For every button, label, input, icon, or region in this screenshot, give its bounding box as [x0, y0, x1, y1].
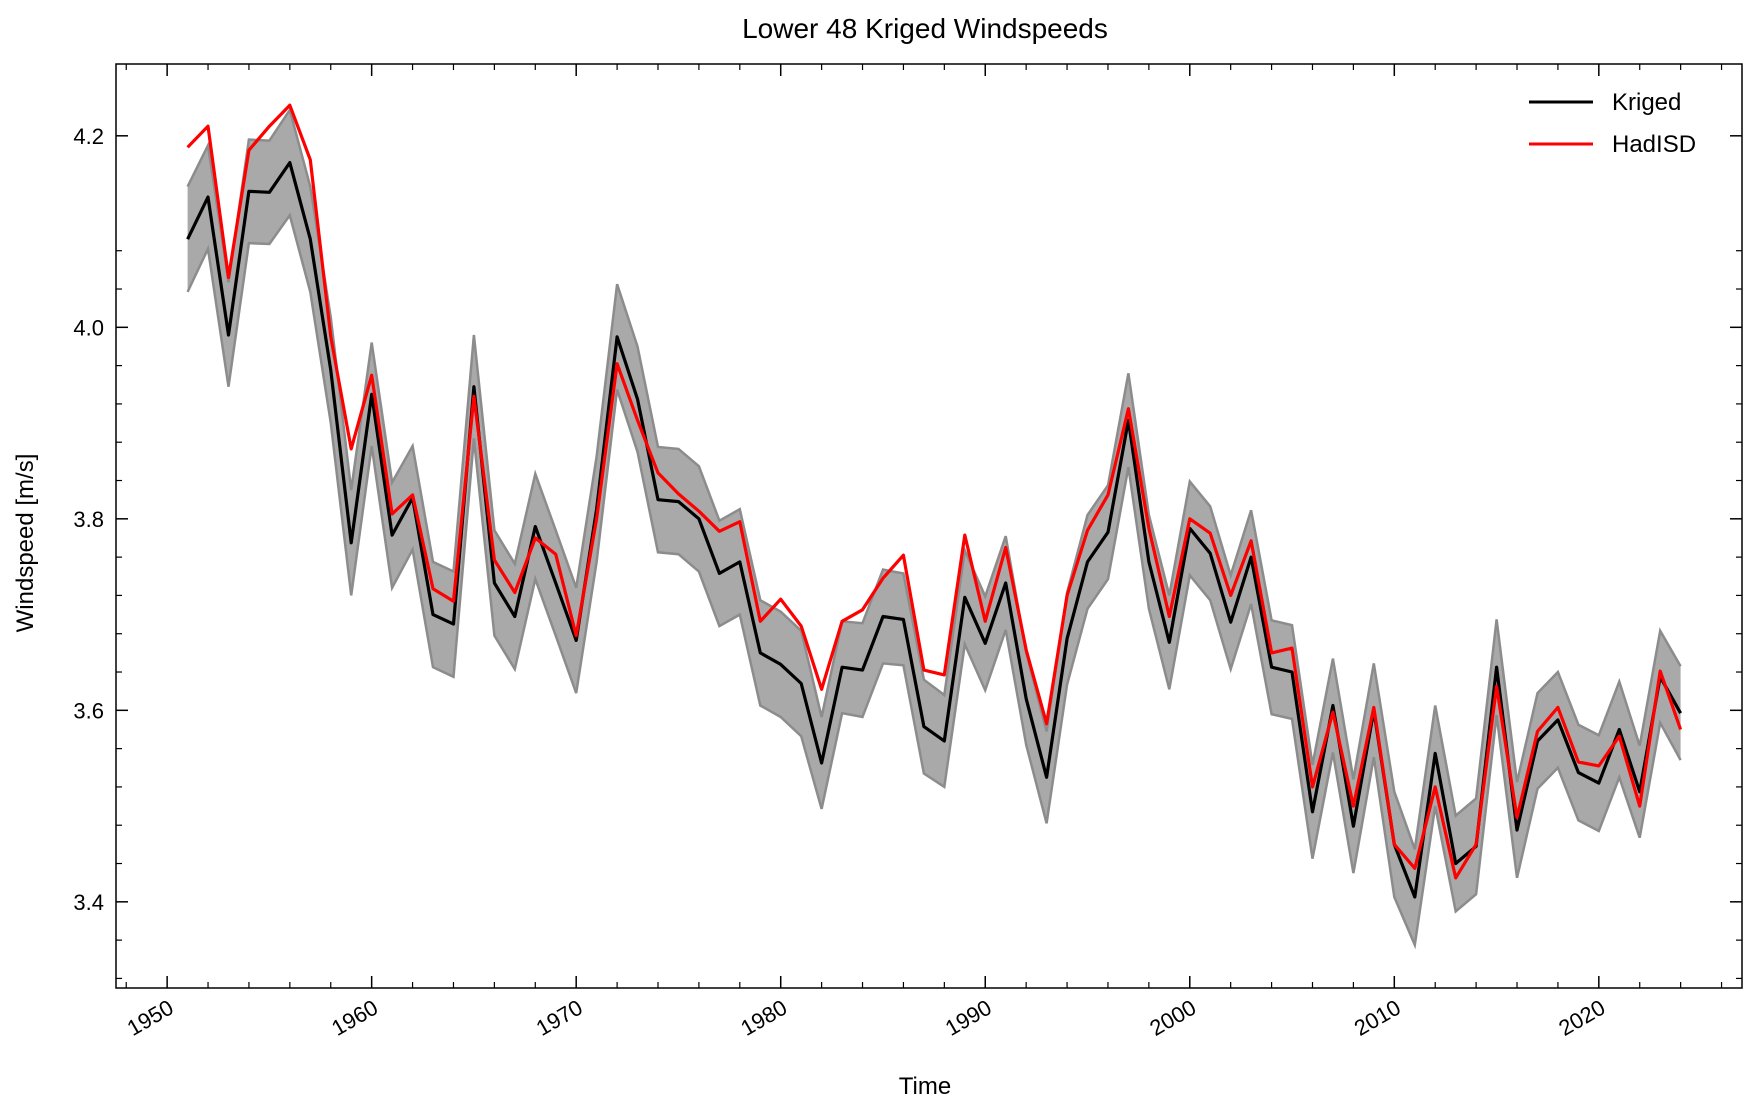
x-tick-label-2000: 2000: [1145, 995, 1200, 1041]
x-tick-label-2010: 2010: [1350, 995, 1405, 1041]
kriged-band-upper-edge: [186, 107, 1682, 850]
x-tick-label-1980: 1980: [736, 995, 791, 1041]
y-tick-label-4.2: 4.2: [73, 124, 104, 149]
y-tick-label-3.4: 3.4: [73, 890, 104, 915]
y-tick-label-4.0: 4.0: [73, 315, 104, 340]
y-axis-label: Windspeed [m/s]: [12, 454, 39, 633]
x-tick-label-1960: 1960: [327, 995, 382, 1041]
x-axis: 1950 1960 1970 1980 1990 2000 2010 2020: [123, 64, 1723, 1041]
x-tick-label-1950: 1950: [123, 995, 178, 1041]
kriged-band-lower-edge: [186, 212, 1682, 950]
x-axis-label: Time: [899, 1073, 951, 1100]
plot-area: [115, 63, 1743, 989]
legend-label-kriged: Kriged: [1612, 89, 1681, 116]
y-axis: 3.4 3.6 3.8 4.0 4.2: [73, 124, 1742, 980]
x-tick-label-2020: 2020: [1554, 995, 1609, 1041]
kriged-uncertainty-band: [187, 110, 1681, 945]
y-tick-label-3.6: 3.6: [73, 698, 104, 723]
series-line-hadisd: [186, 103, 1683, 880]
x-tick-label-1970: 1970: [532, 995, 587, 1041]
legend-label-hadisd: HadISD: [1612, 131, 1696, 158]
series-line-kriged: [186, 161, 1682, 899]
x-tick-label-1990: 1990: [941, 995, 996, 1041]
y-tick-label-3.8: 3.8: [73, 507, 104, 532]
confidence-band-layer: [186, 107, 1682, 950]
plot-frame: [115, 63, 1743, 989]
chart-title: Lower 48 Kriged Windspeeds: [742, 13, 1108, 44]
legend: Kriged HadISD: [1529, 89, 1696, 158]
series-line-layer: [186, 103, 1683, 899]
